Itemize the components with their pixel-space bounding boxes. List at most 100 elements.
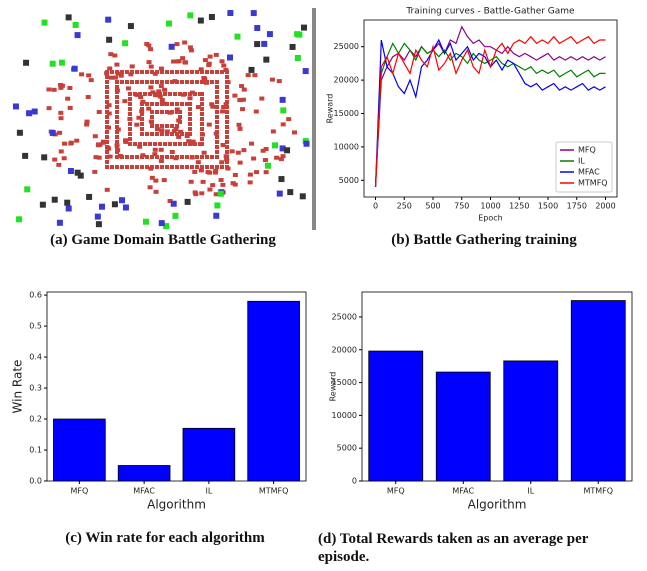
agent [188,107,192,111]
agent [140,155,144,159]
agent [74,138,80,143]
agent [16,216,23,223]
agent [135,165,139,169]
agent [173,92,177,96]
bar [368,350,424,482]
agent [165,124,169,128]
agent [51,87,57,92]
agent [128,107,132,111]
agent [185,155,189,159]
legend [555,141,613,193]
agent [206,122,212,127]
agent [115,150,119,154]
agent [125,80,129,84]
agent [26,110,33,117]
agent [195,155,199,159]
agent [105,115,109,119]
agent [135,80,139,84]
agent [185,80,189,84]
agent [138,92,142,96]
agent [225,70,229,74]
x-tick-label: 1500 [538,202,558,211]
agent [137,144,143,149]
agent [118,197,125,204]
y-tick-label: 0.4 [29,353,42,362]
agent [279,145,286,152]
agent [143,92,147,96]
agent [215,120,219,124]
agent [105,140,109,144]
agent [161,178,167,183]
agent [150,165,154,169]
agent [115,127,121,132]
agent [152,147,158,152]
agent [105,70,109,74]
agent [155,102,159,106]
agent [215,105,219,109]
agent [184,134,190,139]
agent [213,52,219,57]
x-tick-label: MFQ [70,487,88,496]
agent [247,172,253,177]
agent [163,142,167,146]
agent [269,77,275,82]
agent [185,132,189,136]
agent [128,112,132,116]
agent [145,155,149,159]
agent [253,109,259,114]
agent [175,80,179,84]
agent [105,95,109,99]
y-tick-label: 15000 [334,109,359,118]
x-tick-label: 1250 [509,202,529,211]
agent [110,70,114,74]
legend-label: MFQ [578,146,596,155]
agent [160,70,164,74]
agent [225,155,229,159]
agent [262,158,268,163]
agent [225,165,229,169]
caption: (b) Battle Gathering training [391,232,577,248]
y-tick-label: 20000 [332,345,357,354]
agent [195,165,199,169]
agent [145,102,149,106]
agent [225,120,229,124]
agent [156,89,162,94]
agent [193,142,197,146]
agent [105,130,109,134]
agent [200,179,206,184]
agent [72,21,79,28]
agent [169,150,175,155]
agent [178,142,182,146]
agent [145,70,149,74]
agent [234,33,241,40]
agent [41,154,48,161]
agent [158,220,165,227]
agent [183,92,187,96]
agent [190,155,194,159]
agent [264,162,271,169]
agent [227,54,234,61]
agent [92,134,98,139]
agent [201,150,207,155]
agent [130,155,134,159]
bar [570,300,626,482]
agent [240,107,246,112]
agent [235,150,241,155]
agent [200,132,204,136]
agent [130,70,134,74]
agent [150,102,154,106]
agent [170,80,174,84]
agent [115,120,119,124]
agent [172,212,179,219]
agent [138,142,142,146]
agent [122,99,128,104]
agent [155,124,159,128]
agent [112,53,118,58]
agent [259,96,265,101]
agent [284,147,291,154]
agent [202,58,208,63]
agent [225,90,229,94]
agent [97,142,103,147]
agent [49,60,56,67]
agent [225,75,229,79]
